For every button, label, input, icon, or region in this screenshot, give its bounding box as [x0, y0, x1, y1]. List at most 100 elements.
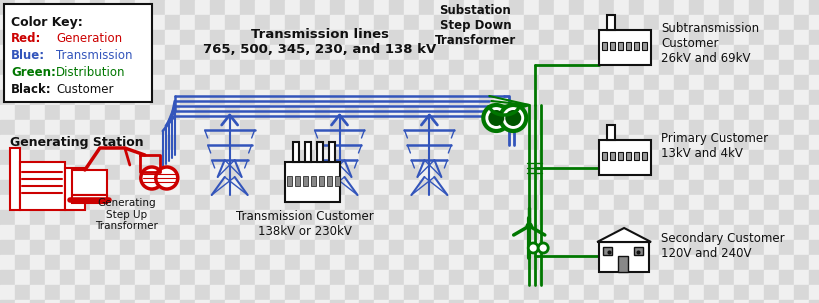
Bar	[45, 285, 60, 300]
Bar	[523, 195, 539, 210]
Bar	[194, 300, 210, 303]
Bar	[120, 90, 134, 105]
Bar	[299, 195, 314, 210]
Bar	[284, 162, 339, 202]
Bar	[641, 42, 646, 50]
Bar	[60, 15, 75, 30]
Bar	[718, 60, 733, 75]
Bar	[359, 15, 374, 30]
Bar	[464, 285, 479, 300]
Bar	[673, 90, 688, 105]
Bar	[583, 0, 599, 15]
Bar	[90, 105, 105, 120]
Bar	[704, 120, 718, 135]
Bar	[284, 30, 299, 45]
Bar	[748, 90, 763, 105]
Bar	[419, 210, 434, 225]
Bar	[449, 180, 464, 195]
Bar	[224, 150, 239, 165]
Bar	[30, 165, 45, 180]
Bar	[150, 225, 165, 240]
Bar	[599, 90, 613, 105]
Bar	[613, 285, 628, 300]
Bar	[704, 135, 718, 150]
Bar	[599, 165, 613, 180]
Bar	[60, 255, 75, 270]
Bar	[808, 210, 819, 225]
Bar	[778, 195, 793, 210]
Bar	[419, 270, 434, 285]
Bar	[210, 30, 224, 45]
Bar	[90, 75, 105, 90]
Bar	[464, 105, 479, 120]
Bar	[120, 270, 134, 285]
Bar	[449, 150, 464, 165]
Bar	[105, 180, 120, 195]
Bar	[464, 0, 479, 15]
Bar	[374, 270, 389, 285]
Bar	[314, 150, 329, 165]
Bar	[554, 165, 568, 180]
Bar	[763, 0, 778, 15]
Bar	[554, 45, 568, 60]
Bar	[778, 15, 793, 30]
Bar	[583, 165, 599, 180]
Bar	[718, 255, 733, 270]
Bar	[658, 45, 673, 60]
Bar	[194, 180, 210, 195]
Bar	[105, 0, 120, 15]
Bar	[628, 105, 643, 120]
Bar	[599, 240, 613, 255]
Bar	[613, 165, 628, 180]
Bar	[778, 30, 793, 45]
Bar	[793, 180, 808, 195]
Bar	[539, 285, 554, 300]
Bar	[613, 15, 628, 30]
Bar	[224, 180, 239, 195]
Bar	[583, 255, 599, 270]
Bar	[194, 30, 210, 45]
Bar	[194, 285, 210, 300]
Bar	[0, 150, 15, 165]
Bar	[165, 165, 179, 180]
Bar	[299, 285, 314, 300]
Bar	[30, 30, 45, 45]
Bar	[269, 240, 284, 255]
Bar	[733, 15, 748, 30]
Bar	[494, 300, 509, 303]
Bar	[179, 165, 194, 180]
Bar	[210, 180, 224, 195]
Bar	[523, 225, 539, 240]
Bar	[255, 240, 269, 255]
Bar	[599, 75, 613, 90]
Bar	[284, 270, 299, 285]
Bar	[224, 15, 239, 30]
Bar	[419, 0, 434, 15]
Bar	[299, 45, 314, 60]
Bar	[523, 0, 539, 15]
Bar	[523, 180, 539, 195]
Bar	[0, 285, 15, 300]
Bar	[643, 285, 658, 300]
Bar	[733, 75, 748, 90]
Bar	[269, 300, 284, 303]
Bar	[419, 105, 434, 120]
Bar	[509, 15, 523, 30]
Bar	[793, 210, 808, 225]
Bar	[599, 270, 613, 285]
Bar	[763, 165, 778, 180]
Bar	[60, 210, 75, 225]
Bar	[359, 0, 374, 15]
Bar	[718, 165, 733, 180]
Bar	[568, 30, 583, 45]
Bar	[718, 135, 733, 150]
Bar	[299, 225, 314, 240]
Bar	[179, 240, 194, 255]
Bar	[778, 180, 793, 195]
Bar	[0, 210, 15, 225]
Bar	[673, 195, 688, 210]
Bar	[763, 240, 778, 255]
Bar	[778, 255, 793, 270]
Bar	[359, 75, 374, 90]
Bar	[599, 30, 613, 45]
